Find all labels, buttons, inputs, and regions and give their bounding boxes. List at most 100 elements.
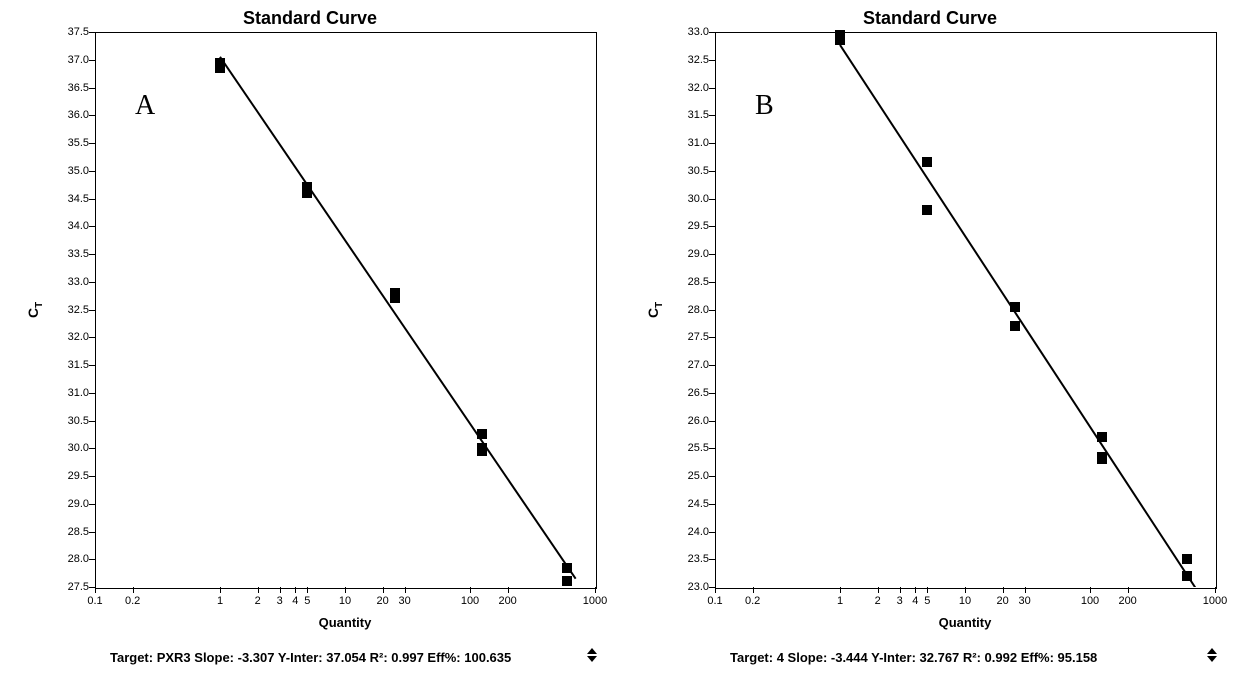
y-tick-label: 34.5 — [49, 193, 89, 205]
y-tick-label: 35.0 — [49, 165, 89, 177]
x-tick-label: 30 — [399, 595, 411, 607]
y-tick-label: 23.5 — [669, 553, 709, 565]
y-tick-label: 37.0 — [49, 54, 89, 66]
data-point — [302, 188, 312, 198]
x-tick-label: 30 — [1019, 595, 1031, 607]
x-tick-label: 200 — [1118, 595, 1136, 607]
data-point — [477, 429, 487, 439]
y-tick-label: 31.0 — [49, 387, 89, 399]
data-point — [1010, 321, 1020, 331]
y-tick-label: 32.5 — [49, 304, 89, 316]
y-tick-label: 30.5 — [49, 415, 89, 427]
x-tick-label: 5 — [304, 595, 310, 607]
y-tick-label: 33.0 — [49, 276, 89, 288]
data-point — [477, 446, 487, 456]
spinner-down-icon[interactable] — [587, 656, 597, 662]
x-tick-label: 20 — [997, 595, 1009, 607]
y-tick-label: 36.5 — [49, 82, 89, 94]
x-tick-label: 0.1 — [707, 595, 722, 607]
data-point — [922, 157, 932, 167]
y-tick-label: 28.5 — [669, 276, 709, 288]
y-tick-label: 33.0 — [669, 26, 709, 38]
y-tick-label: 23.0 — [669, 581, 709, 593]
x-tick-label: 20 — [377, 595, 389, 607]
spinner-down-icon[interactable] — [1207, 656, 1217, 662]
data-point — [215, 63, 225, 73]
x-tick-label: 1000 — [1203, 595, 1227, 607]
y-tick-label: 26.5 — [669, 387, 709, 399]
panel-caption: Target: PXR3 Slope: -3.307 Y-Inter: 37.0… — [110, 650, 511, 665]
data-point — [922, 205, 932, 215]
x-tick-label: 4 — [912, 595, 918, 607]
x-tick-label: 0.2 — [745, 595, 760, 607]
y-tick-label: 29.0 — [669, 248, 709, 260]
y-tick-label: 24.5 — [669, 498, 709, 510]
plot-area — [95, 32, 597, 589]
x-tick-label: 3 — [277, 595, 283, 607]
y-tick-label: 32.5 — [669, 54, 709, 66]
y-axis-label: CT — [25, 301, 45, 317]
y-tick-label: 30.5 — [669, 165, 709, 177]
data-point — [835, 35, 845, 45]
data-point — [562, 563, 572, 573]
x-tick-label: 4 — [292, 595, 298, 607]
y-tick-label: 27.0 — [669, 359, 709, 371]
spinner-up-icon[interactable] — [587, 648, 597, 654]
data-point — [1182, 571, 1192, 581]
y-tick-label: 32.0 — [49, 331, 89, 343]
y-tick-label: 33.5 — [49, 248, 89, 260]
x-tick-label: 10 — [339, 595, 351, 607]
y-tick-label: 31.5 — [669, 109, 709, 121]
chart-panel-b: Standard Curve B 23.0 23.5 24.0 24.5 25.0 25.5 2… — [620, 0, 1240, 685]
y-tick-label: 30.0 — [49, 442, 89, 454]
panel-letter: A — [135, 90, 155, 122]
x-tick-label: 1 — [217, 595, 223, 607]
y-axis-label: CT — [645, 301, 665, 317]
y-tick-label: 27.5 — [49, 581, 89, 593]
y-tick-label: 26.0 — [669, 415, 709, 427]
y-tick-label: 34.0 — [49, 220, 89, 232]
data-point — [1097, 432, 1107, 442]
spinner-control[interactable] — [1205, 646, 1219, 664]
data-point — [1010, 302, 1020, 312]
y-tick-label: 27.5 — [669, 331, 709, 343]
panel-letter: B — [755, 90, 774, 122]
y-tick-label: 29.5 — [49, 470, 89, 482]
x-tick-label: 0.1 — [87, 595, 102, 607]
data-point — [1097, 454, 1107, 464]
panel-title: Standard Curve — [0, 8, 620, 29]
y-tick-label: 29.5 — [669, 220, 709, 232]
x-tick-label: 2 — [875, 595, 881, 607]
y-tick-label: 29.0 — [49, 498, 89, 510]
y-tick-label: 24.0 — [669, 526, 709, 538]
y-tick-label: 31.0 — [669, 137, 709, 149]
y-tick-label: 32.0 — [669, 82, 709, 94]
data-point — [390, 293, 400, 303]
plot-area — [715, 32, 1217, 589]
chart-panel-a: Standard CurveA27.528.028.529.029.530.03… — [0, 0, 620, 685]
y-tick-label: 25.0 — [669, 470, 709, 482]
y-tick-label: 28.0 — [49, 553, 89, 565]
y-tick-label: 28.0 — [669, 304, 709, 316]
spinner-up-icon[interactable] — [1207, 648, 1217, 654]
x-tick-label: 100 — [1081, 595, 1099, 607]
x-tick-label: 100 — [461, 595, 479, 607]
y-tick-label: 31.5 — [49, 359, 89, 371]
x-tick-label: 5 — [924, 595, 930, 607]
y-tick-label: 35.5 — [49, 137, 89, 149]
x-tick-label: 1 — [837, 595, 843, 607]
y-tick-label: 37.5 — [49, 26, 89, 38]
y-tick-label: 30.0 — [669, 193, 709, 205]
y-tick-label: 25.5 — [669, 442, 709, 454]
x-axis-label: Quantity — [715, 615, 1215, 630]
x-tick-label: 10 — [959, 595, 971, 607]
x-tick-label: 3 — [897, 595, 903, 607]
spinner-control[interactable] — [585, 646, 599, 664]
x-tick-label: 2 — [255, 595, 261, 607]
x-tick-label: 200 — [498, 595, 516, 607]
panel-caption: Target: 4 Slope: -3.444 Y-Inter: 32.767 … — [730, 650, 1097, 665]
panel-title: Standard Curve — [620, 8, 1240, 29]
chart-container: Standard Curve A 27.5 28.0 28.5 29.0 29.5 30.0 3… — [0, 0, 1240, 685]
x-tick-label: 1000 — [583, 595, 607, 607]
data-point — [1182, 554, 1192, 564]
